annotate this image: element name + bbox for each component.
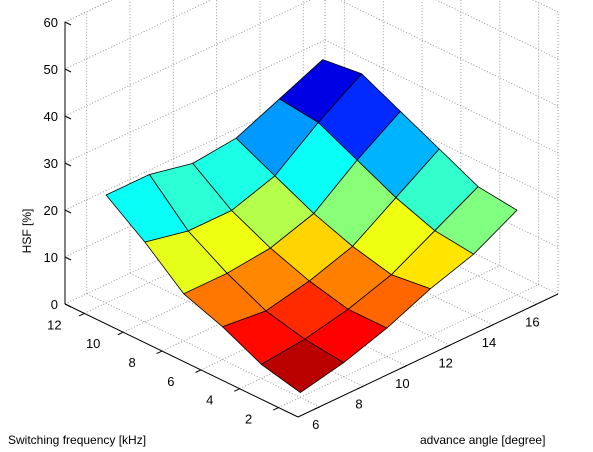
y-tick-mark [117, 331, 124, 336]
z-tick-label: 10 [44, 250, 58, 265]
x-tick-mark [400, 365, 407, 370]
z-gridline-back [64, 0, 113, 23]
y-tick-mark [272, 407, 279, 411]
z-tick-mark [64, 68, 72, 73]
z-gridline-right [435, 0, 559, 60]
y-axis-label: Switching frequency [kHz] [8, 433, 146, 447]
x-axis-line [297, 293, 559, 418]
y-tick-mark [156, 350, 163, 355]
y-tick-label: 12 [47, 317, 61, 332]
z-tick-mark [64, 162, 72, 167]
z-gridline-back [64, 0, 213, 70]
z-gridline-right [324, 86, 559, 201]
x-gridline-floor [86, 293, 320, 408]
x-axis-label: advance angle [degree] [420, 433, 545, 447]
y-tick-mark [234, 388, 240, 392]
tick-labels: 6 8 10 12 14 16 2 4 6 8 10 12 0 10 20 30 40 50 60 [44, 15, 540, 432]
axes [64, 21, 559, 418]
z-tick-mark [64, 256, 72, 261]
z-tick-label: 30 [44, 156, 58, 171]
z-tick-label: 20 [44, 203, 58, 218]
z-tick-label: 60 [44, 15, 58, 30]
x-tick-label: 8 [355, 396, 362, 411]
x-tick-label: 16 [525, 314, 539, 329]
z-gridline-right [324, 39, 559, 154]
surface [105, 59, 518, 394]
y-tick-label: 2 [245, 412, 252, 427]
y-tick-label: 4 [206, 393, 213, 408]
y-tick-label: 10 [86, 336, 100, 351]
z-tick-mark [64, 209, 72, 214]
y-axis-line [64, 303, 299, 418]
x-tick-label: 12 [438, 355, 452, 370]
y-tick-label: 8 [128, 355, 135, 370]
surface-patch [260, 338, 345, 394]
box-back-edge [532, 0, 559, 13]
z-tick-label: 50 [44, 62, 58, 77]
y-tick-label: 6 [167, 374, 174, 389]
z-tick-mark [64, 303, 72, 308]
z-tick-mark [64, 21, 72, 26]
z-gridline-right [532, 0, 559, 13]
x-tick-mark [313, 406, 320, 411]
x-tick-mark [356, 385, 364, 390]
x-tick-mark [530, 303, 537, 308]
y-tick-mark [78, 312, 85, 317]
box-back-edge [64, 0, 113, 23]
x-tick-mark [443, 344, 450, 349]
z-axis-label: HSF [%] [20, 209, 34, 254]
x-tick-label: 14 [482, 335, 496, 350]
z-gridline-right [338, 0, 559, 107]
z-tick-mark [64, 115, 72, 120]
x-tick-mark [486, 324, 494, 329]
x-tick-label: 10 [395, 376, 409, 391]
x-tick-label: 6 [312, 417, 319, 432]
y-tick-mark [195, 369, 202, 373]
z-tick-label: 0 [51, 297, 58, 312]
z-tick-label: 40 [44, 109, 58, 124]
